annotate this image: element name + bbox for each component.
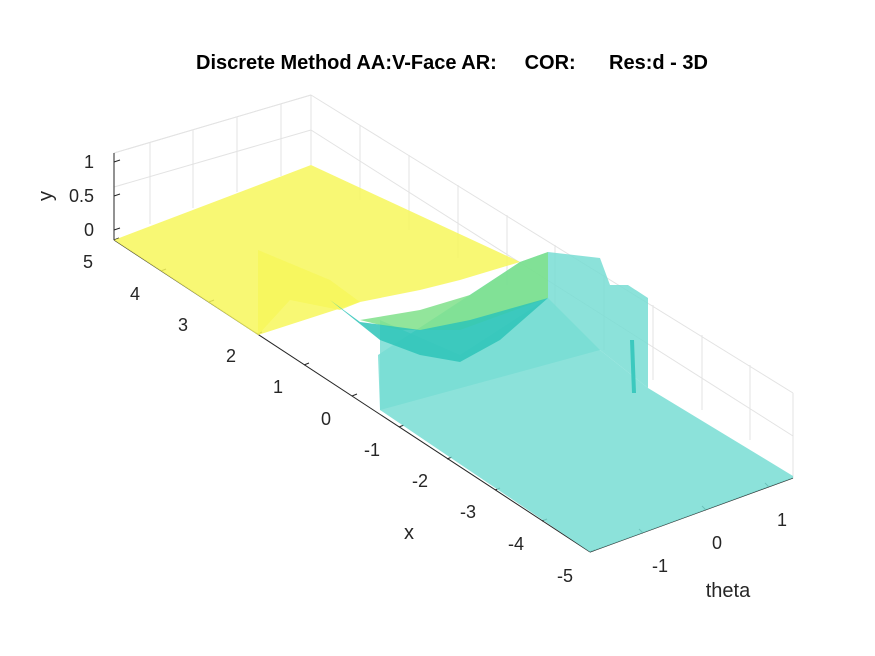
surface-high-plane (114, 165, 520, 335)
y-tick-label: 1 (84, 152, 94, 172)
x-tick-label: 2 (226, 346, 236, 366)
surface-plot (114, 165, 793, 552)
x-tick-label: 4 (130, 284, 140, 304)
x-tick-label: 5 (83, 252, 93, 272)
surface-spike (630, 340, 636, 393)
theta-tick-label: 0 (712, 533, 722, 553)
chart-title: Discrete Method AA:V-Face AR: COR: Res:d… (196, 52, 708, 74)
x-tick-label: -5 (557, 566, 573, 586)
theta-tick-label: 1 (777, 510, 787, 530)
x-tick-label: -3 (460, 502, 476, 522)
y-tick-label: 0.5 (69, 186, 94, 206)
x-tick-label: -1 (364, 440, 380, 460)
theta-tick-label: -1 (652, 556, 668, 576)
x-tick-label: 3 (178, 315, 188, 335)
y-axis-label: y (35, 191, 57, 201)
x-tick-label: 0 (321, 409, 331, 429)
surface-right-bump (600, 258, 648, 388)
x-tick-label: -4 (508, 534, 524, 554)
x-tick-label: -2 (412, 471, 428, 491)
x-axis-label: x (404, 522, 414, 544)
x-tick-label: 1 (273, 377, 283, 397)
surface-mid-strip (330, 252, 548, 330)
surface-high-fold (258, 250, 360, 335)
theta-tick-labels: -1 0 1 (652, 510, 787, 576)
y-tick-labels: 0 0.5 1 (69, 152, 94, 240)
x-tick-labels: 5 4 3 2 1 0 -1 -2 -3 -4 -5 (83, 252, 573, 586)
theta-axis-label: theta (706, 580, 751, 602)
surface-dip (330, 298, 548, 362)
y-tick-label: 0 (84, 220, 94, 240)
